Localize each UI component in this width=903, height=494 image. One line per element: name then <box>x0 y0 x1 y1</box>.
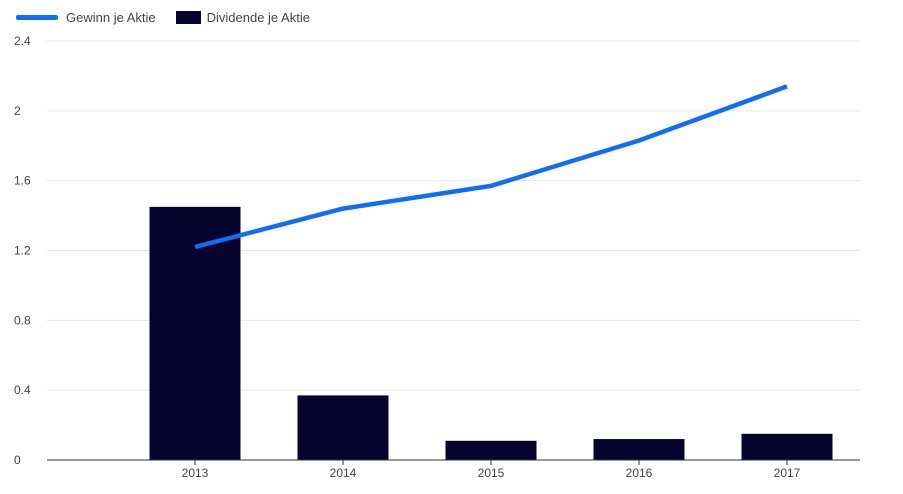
bar <box>593 439 685 460</box>
chart-legend: Gewinn je Aktie Dividende je Aktie <box>16 10 330 25</box>
bar <box>297 395 389 460</box>
legend-label-gewinn: Gewinn je Aktie <box>66 10 156 25</box>
x-tick-label: 2013 <box>182 466 209 480</box>
legend-item-gewinn[interactable]: Gewinn je Aktie <box>16 10 156 25</box>
legend-swatch-line <box>16 15 58 20</box>
y-tick-label: 2 <box>14 104 21 118</box>
x-tick-label: 2014 <box>330 466 357 480</box>
y-tick-label: 2.4 <box>14 34 31 48</box>
x-tick-label: 2016 <box>626 466 653 480</box>
y-tick-label: 0 <box>14 453 21 467</box>
legend-swatch-bar <box>175 11 201 24</box>
x-tick-label: 2017 <box>774 466 801 480</box>
y-tick-label: 0.8 <box>14 313 31 327</box>
bar <box>741 433 833 460</box>
legend-item-dividende[interactable]: Dividende je Aktie <box>175 10 310 25</box>
bar <box>149 206 241 460</box>
y-tick-label: 1.6 <box>14 174 31 188</box>
y-tick-label: 0.4 <box>14 383 31 397</box>
bar <box>445 440 537 460</box>
y-tick-label: 1.2 <box>14 244 31 258</box>
legend-label-dividende: Dividende je Aktie <box>206 10 310 25</box>
x-tick-label: 2015 <box>478 466 505 480</box>
